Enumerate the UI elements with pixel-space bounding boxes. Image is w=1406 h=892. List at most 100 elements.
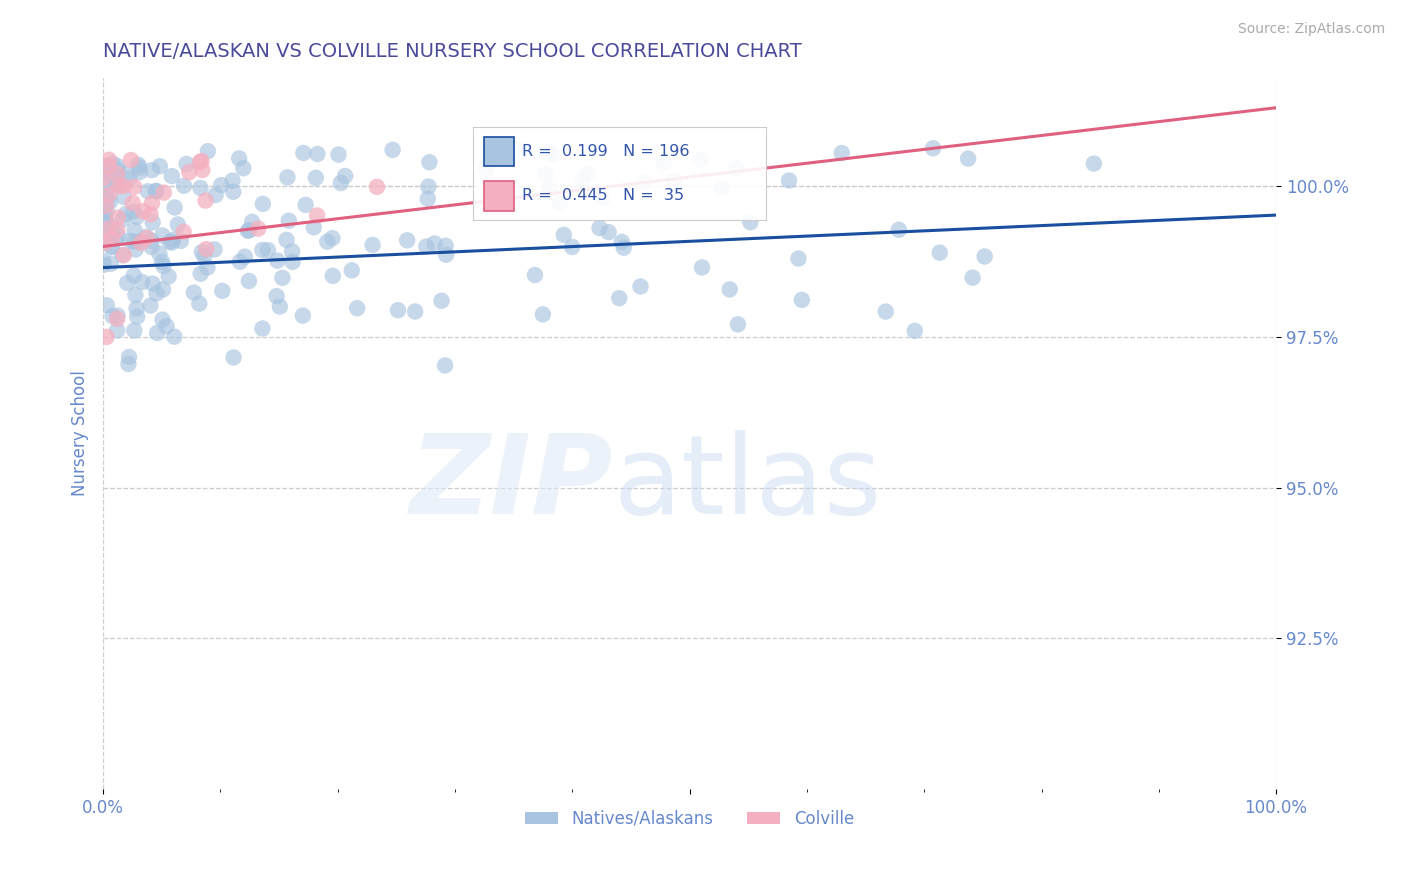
Point (710, 181, 733, 195)
Point (209, 178, 232, 193)
Point (329, 176, 352, 190)
Point (193, 249, 215, 263)
Point (195, 242, 218, 256)
Point (135, 230, 157, 244)
Point (108, 178, 131, 193)
Point (100, 240, 122, 254)
Point (97, 159, 120, 173)
Point (121, 195, 143, 210)
Point (541, 148, 564, 162)
Point (97, 229, 120, 244)
Point (93, 192, 115, 206)
Point (229, 254, 252, 268)
Point (361, 238, 384, 252)
Point (152, 282, 174, 296)
Point (537, 145, 560, 159)
Point (418, 179, 440, 194)
Point (613, 241, 636, 255)
Point (281, 244, 304, 259)
Point (163, 329, 186, 343)
Point (98, 153, 121, 167)
Point (727, 318, 749, 332)
Point (252, 197, 274, 211)
Point (149, 159, 172, 173)
Point (160, 169, 183, 183)
Point (197, 144, 219, 158)
Point (276, 233, 298, 247)
Point (96, 194, 118, 208)
Point (105, 311, 128, 326)
Text: Source: ZipAtlas.com: Source: ZipAtlas.com (1237, 22, 1385, 37)
Point (100, 257, 122, 271)
Point (396, 233, 419, 247)
Point (340, 263, 363, 277)
Point (534, 167, 557, 181)
Point (162, 233, 184, 247)
Point (404, 304, 426, 318)
Point (328, 147, 350, 161)
Point (94, 215, 117, 229)
Point (176, 157, 198, 171)
Point (93, 177, 115, 191)
Point (122, 268, 145, 283)
Point (107, 176, 129, 190)
Point (131, 275, 153, 289)
Point (98, 187, 121, 202)
Point (105, 323, 128, 337)
Point (101, 309, 124, 323)
Point (97, 221, 120, 235)
Point (307, 209, 329, 223)
Point (124, 243, 146, 257)
Point (173, 225, 195, 239)
Point (159, 235, 181, 249)
Point (228, 152, 250, 166)
Point (150, 255, 173, 269)
Point (124, 223, 146, 237)
Point (191, 245, 214, 260)
Point (127, 158, 149, 172)
Point (725, 161, 748, 176)
Point (236, 224, 259, 238)
Point (321, 231, 343, 245)
Point (277, 213, 299, 227)
Point (973, 250, 995, 264)
Point (305, 170, 328, 185)
Point (125, 301, 148, 316)
Point (122, 235, 145, 249)
Point (188, 155, 211, 169)
Point (104, 232, 127, 246)
Point (957, 152, 980, 166)
Point (104, 169, 127, 183)
Point (179, 165, 201, 179)
Point (266, 289, 288, 303)
Point (107, 163, 129, 178)
Point (141, 163, 163, 178)
Point (166, 218, 188, 232)
Point (588, 221, 610, 235)
Y-axis label: Nursery School: Nursery School (72, 370, 89, 496)
Point (122, 179, 145, 194)
Point (962, 270, 984, 285)
Point (322, 268, 344, 283)
Point (118, 171, 141, 186)
Point (1083, 156, 1105, 170)
Point (276, 170, 298, 185)
Point (118, 350, 141, 364)
Point (112, 248, 135, 262)
Point (269, 300, 291, 314)
Point (96, 330, 118, 344)
Point (598, 225, 620, 239)
Point (139, 207, 162, 221)
Point (381, 143, 404, 157)
Point (136, 184, 159, 198)
Point (887, 223, 910, 237)
Point (107, 228, 129, 243)
Point (124, 288, 146, 302)
Point (423, 236, 446, 251)
Point (190, 154, 212, 169)
Point (690, 260, 713, 275)
Point (633, 175, 655, 189)
Point (117, 276, 139, 290)
Point (434, 248, 457, 262)
Point (238, 223, 260, 237)
